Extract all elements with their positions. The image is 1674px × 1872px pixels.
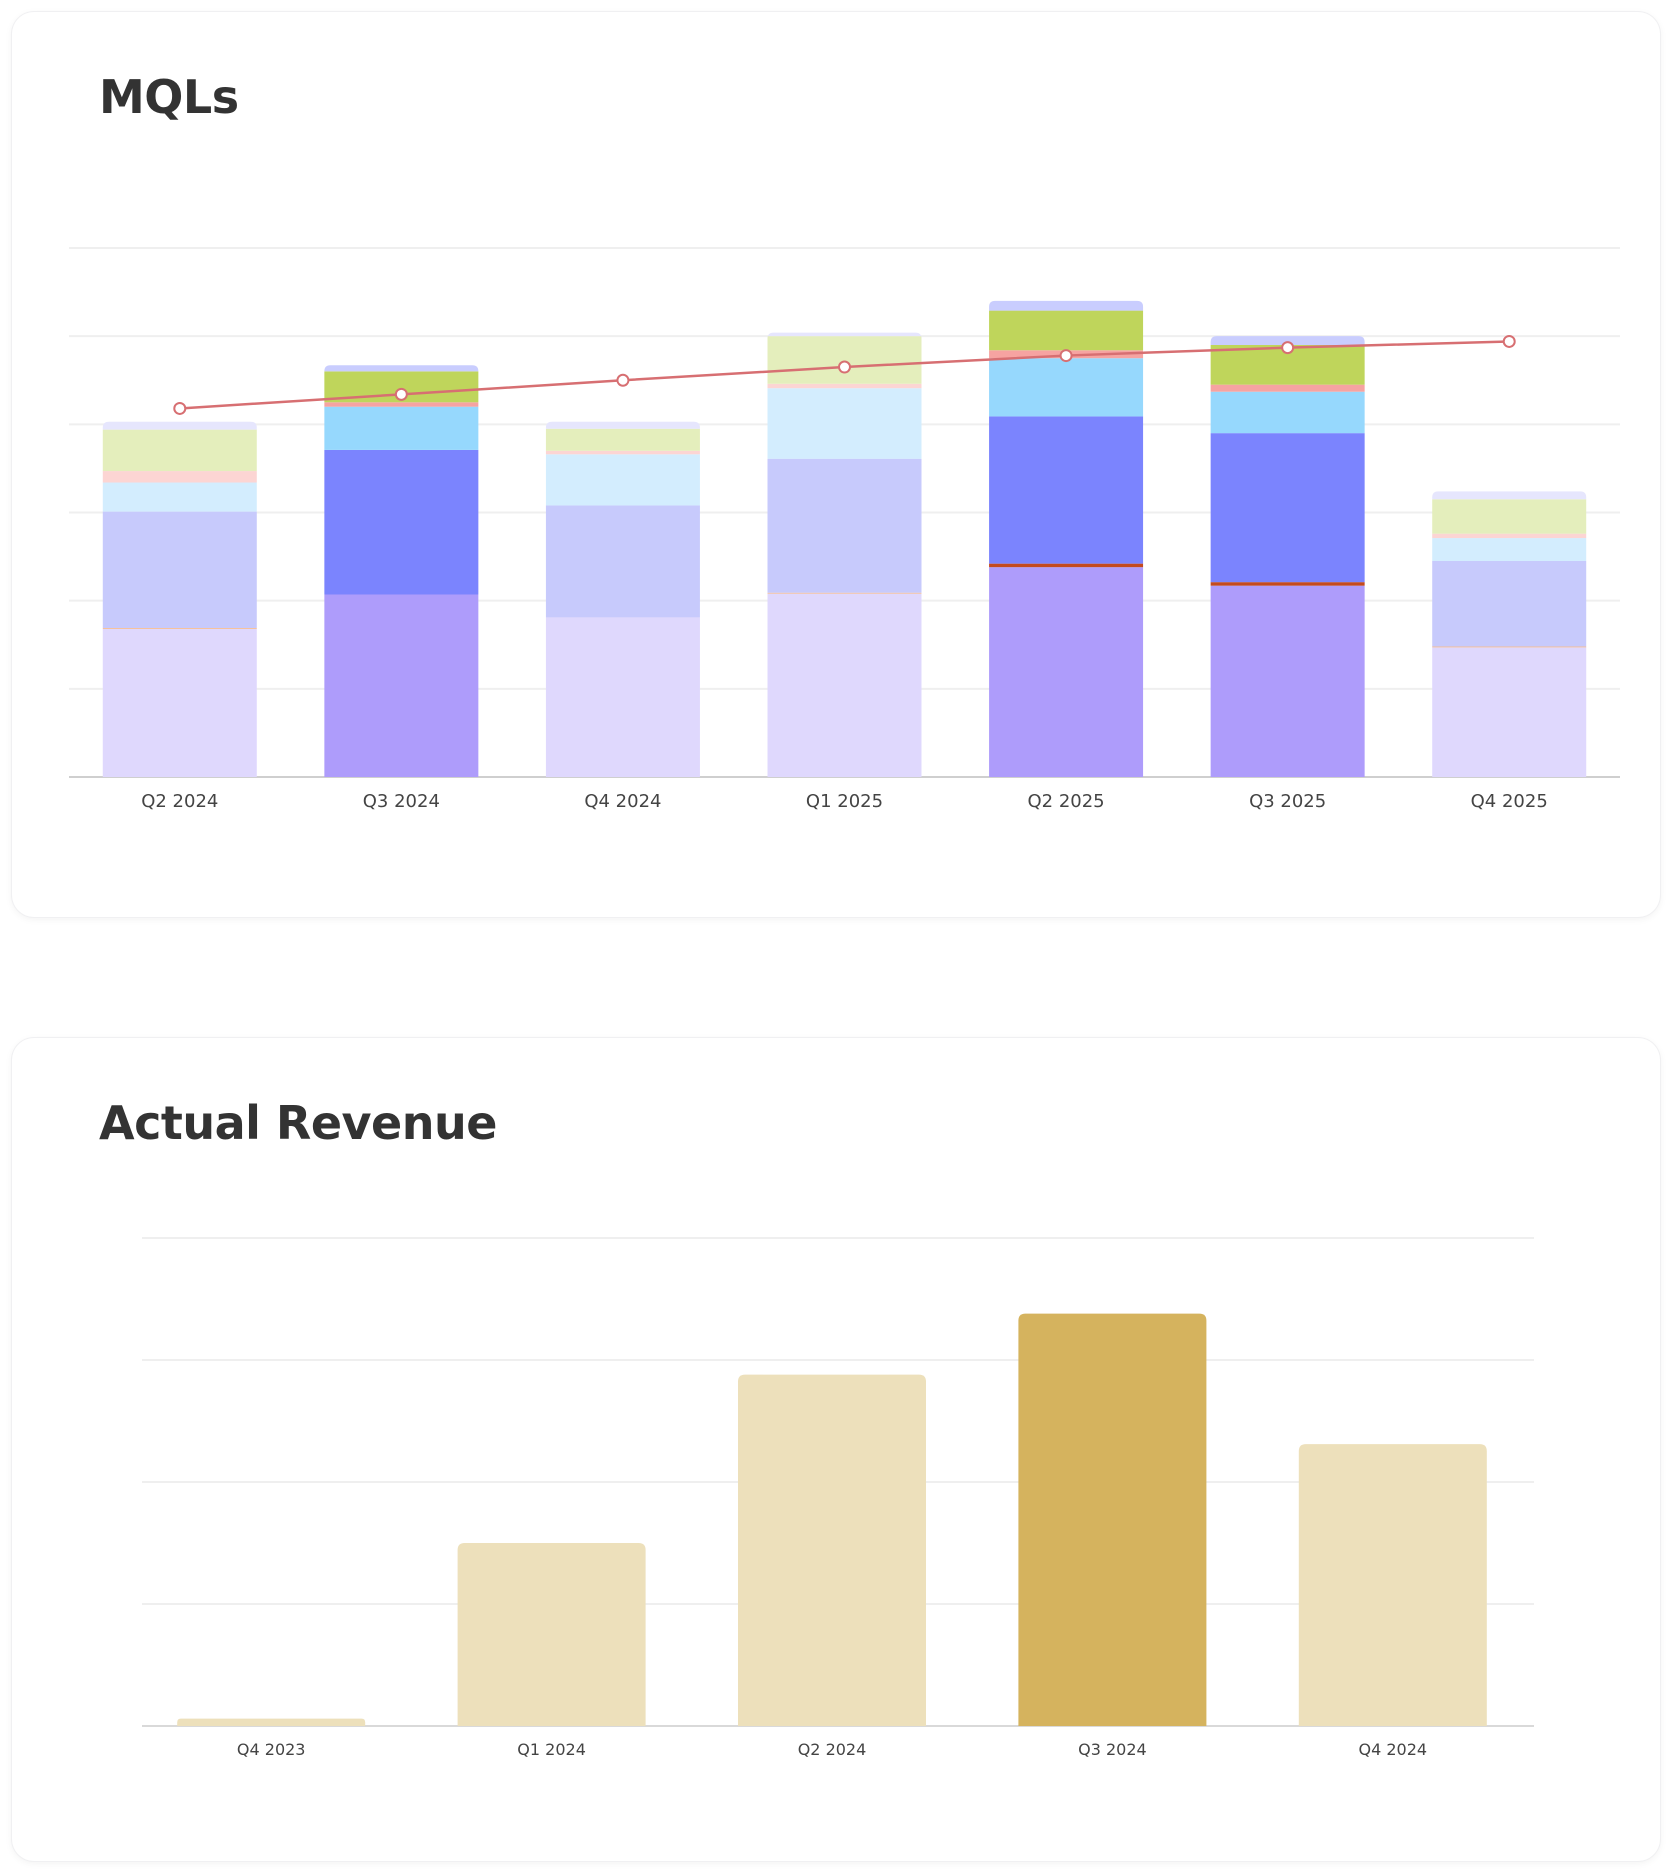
bar-segment-q3-2024-series-1 bbox=[324, 594, 479, 777]
bar-segment-q1-2025-series-7 bbox=[767, 332, 922, 339]
actual-revenue-title: Actual Revenue bbox=[99, 1096, 497, 1150]
bar-segment-q4-2024-series-3 bbox=[545, 505, 700, 618]
bar-segment-q4-2024-series-4 bbox=[545, 454, 700, 506]
x-tick-q4-2023: Q4 2023 bbox=[237, 1740, 306, 1759]
bar-segment-q1-2025-series-4 bbox=[767, 388, 922, 459]
bar-segment-q2-2025-series-3 bbox=[989, 416, 1144, 564]
bar-segment-q2-2024-series-4 bbox=[102, 482, 257, 512]
bar-segment-q2-2025-series-4 bbox=[989, 358, 1144, 417]
trend-point-q4-2024 bbox=[616, 373, 630, 387]
bar-segment-q2-2024-series-1 bbox=[102, 628, 257, 777]
x-tick-q2-2024: Q2 2024 bbox=[798, 1740, 867, 1759]
revenue-bar-q3-2024 bbox=[1018, 1313, 1207, 1726]
mqls-title: MQLs bbox=[99, 70, 239, 124]
trend-point-q2-2024 bbox=[173, 401, 187, 415]
x-tick-q4-2025: Q4 2025 bbox=[1471, 791, 1548, 812]
bar-segment-q4-2025-series-4 bbox=[1432, 538, 1587, 561]
revenue-bar-q2-2024 bbox=[738, 1374, 926, 1726]
bar-segment-q4-2024-series-6 bbox=[545, 428, 700, 451]
bar-segment-q3-2025-series-1 bbox=[1210, 585, 1365, 777]
bar-segment-q3-2024-series-5 bbox=[324, 402, 479, 407]
x-tick-q2-2025: Q2 2025 bbox=[1027, 791, 1104, 812]
bar-segment-q4-2024-series-7 bbox=[545, 421, 700, 429]
bar-segment-q2-2025-series-1 bbox=[989, 567, 1144, 777]
actual-revenue-card: Actual Revenue Q4 2023 Q1 2024 Q2 2024 Q3 2… bbox=[12, 1038, 1660, 1861]
x-tick-q3-2025: Q3 2025 bbox=[1249, 791, 1326, 812]
bar-segment-q2-2024-series-6 bbox=[102, 429, 257, 472]
x-tick-q3-2024: Q3 2024 bbox=[363, 791, 440, 812]
trend-point-q1-2025 bbox=[838, 360, 851, 374]
x-tick-q2-2024: Q2 2024 bbox=[141, 791, 218, 812]
bar-segment-q3-2024-series-3 bbox=[324, 449, 479, 595]
actual-revenue-chart: Q4 2023 Q1 2024 Q2 2024 Q3 2024 Q4 2024 bbox=[142, 1237, 1534, 1759]
bar-segment-q1-2025-series-5 bbox=[767, 383, 922, 389]
bar-segment-q2-2025-series-7 bbox=[989, 300, 1144, 311]
revenue-bar-q1-2024 bbox=[457, 1543, 646, 1726]
bar-segment-q3-2025-series-3 bbox=[1210, 433, 1365, 583]
bar-segment-q2-2024-series-7 bbox=[102, 421, 257, 430]
trend-point-q3-2024 bbox=[394, 387, 408, 401]
trend-point-q2-2025 bbox=[1059, 349, 1073, 363]
bar-segment-q3-2025-series-5 bbox=[1210, 384, 1365, 392]
mqls-chart: Q2 2024 Q3 2024 Q4 2024 Q1 2025 Q2 2025 Q3 20… bbox=[69, 247, 1620, 812]
trend-point-q3-2025 bbox=[1281, 341, 1295, 355]
x-tick-q1-2025: Q1 2025 bbox=[806, 791, 883, 812]
bar-segment-q3-2024-series-4 bbox=[324, 406, 479, 450]
bar-segment-q2-2024-series-2 bbox=[102, 627, 257, 629]
bar-segment-q4-2025-series-1 bbox=[1432, 647, 1587, 777]
revenue-bar-q4-2023 bbox=[177, 1718, 366, 1726]
bar-segment-q3-2025-series-2 bbox=[1210, 582, 1365, 586]
bar-segment-q1-2025-series-2 bbox=[767, 592, 922, 594]
bar-segment-q4-2025-series-3 bbox=[1432, 560, 1587, 647]
revenue-bar-q4-2024 bbox=[1298, 1444, 1487, 1726]
mqls-card: MQLs Q2 2024 Q3 2024 Q4 2024 Q1 2025 Q2 2025… bbox=[12, 12, 1660, 917]
bar-segment-q2-2024-series-5 bbox=[102, 471, 257, 483]
bar-segment-q4-2025-series-5 bbox=[1432, 533, 1587, 539]
bar-segment-q1-2025-series-6 bbox=[767, 336, 922, 384]
bar-segment-q2-2025-series-2 bbox=[989, 563, 1144, 568]
bar-segment-q4-2025-series-6 bbox=[1432, 499, 1587, 534]
x-tick-q3-2024: Q3 2024 bbox=[1078, 1740, 1147, 1759]
x-tick-q1-2024: Q1 2024 bbox=[517, 1740, 586, 1759]
bar-segment-q4-2024-series-1 bbox=[545, 617, 700, 777]
x-tick-q4-2024: Q4 2024 bbox=[584, 791, 661, 812]
bar-segment-q3-2025-series-4 bbox=[1210, 391, 1365, 434]
trend-point-q4-2025 bbox=[1502, 334, 1516, 348]
bar-segment-q2-2024-series-3 bbox=[102, 511, 257, 628]
bar-segment-q4-2025-series-7 bbox=[1432, 491, 1587, 500]
bar-segment-q1-2025-series-1 bbox=[767, 593, 922, 777]
bar-segment-q3-2025-series-7 bbox=[1210, 336, 1365, 345]
bar-segment-q4-2024-series-5 bbox=[545, 450, 700, 455]
bar-segment-q1-2025-series-3 bbox=[767, 458, 922, 593]
bar-segment-q2-2025-series-6 bbox=[989, 310, 1144, 351]
bar-segment-q4-2025-series-2 bbox=[1432, 646, 1587, 648]
bar-segment-q3-2024-series-7 bbox=[324, 365, 479, 372]
x-tick-q4-2024: Q4 2024 bbox=[1359, 1740, 1428, 1759]
